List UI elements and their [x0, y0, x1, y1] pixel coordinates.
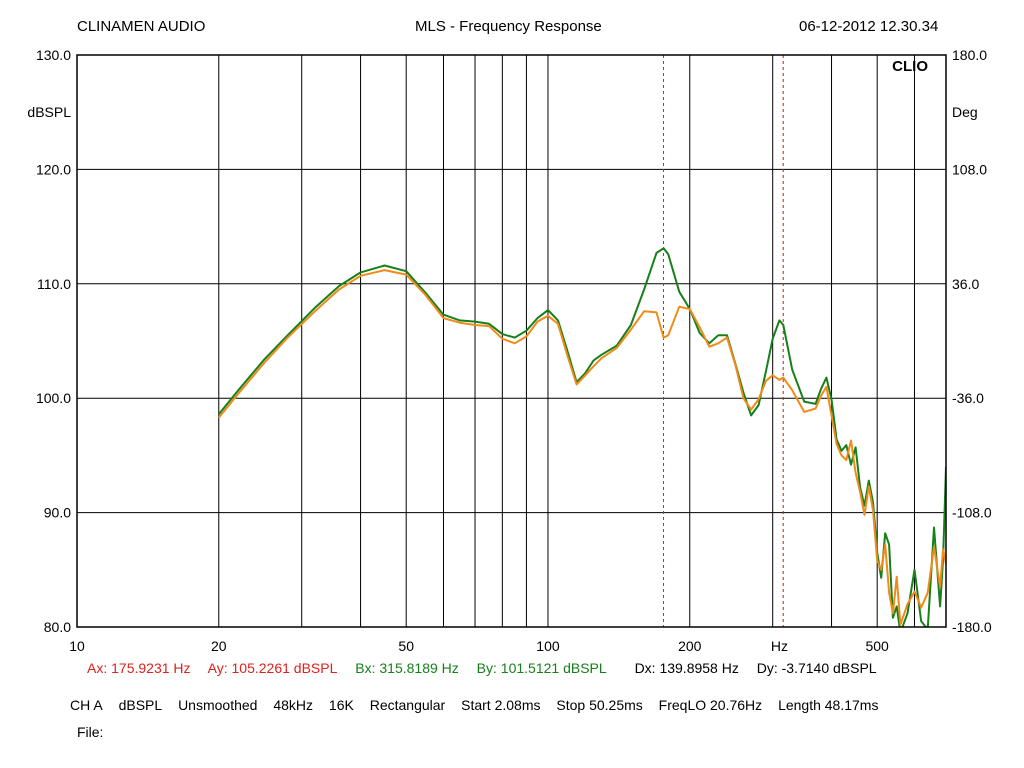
- y2-axis-label: Deg: [952, 104, 978, 120]
- cursor-b-x: Bx: 315.8189 Hz: [355, 660, 459, 676]
- channel-label: CH A: [70, 697, 103, 713]
- y-tick-label: 80.0: [44, 619, 71, 635]
- x-tick-label: 100: [536, 638, 560, 654]
- cursor-a-x: Ax: 175.9231 Hz: [87, 660, 191, 676]
- x-tick-label: 200: [678, 638, 702, 654]
- x-axis-label: Hz: [771, 638, 788, 654]
- cursor-a-y: Ay: 105.2261 dBSPL: [207, 660, 338, 676]
- delta-y: Dy: -3.7140 dBSPL: [756, 660, 877, 676]
- file-label: File:: [77, 724, 104, 740]
- brand-label: CLINAMEN AUDIO: [77, 18, 206, 35]
- length-label: Length 48.17ms: [778, 697, 879, 713]
- y-tick-label: 120.0: [36, 161, 71, 177]
- x-tick-label: 20: [211, 638, 227, 654]
- sample-rate-label: 48kHz: [273, 697, 314, 713]
- measurement-settings: CH A dBSPL Unsmoothed 48kHz 16K Rectangu…: [70, 697, 890, 713]
- y-tick-label: 130.0: [36, 47, 71, 63]
- y2-tick-label: -108.0: [952, 505, 992, 521]
- y2-tick-label: -36.0: [952, 390, 984, 406]
- chart-title: MLS - Frequency Response: [415, 18, 602, 35]
- trace-b-line: [218, 269, 946, 626]
- fft-size-label: 16K: [328, 697, 354, 713]
- smoothing-label: Unsmoothed: [178, 697, 258, 713]
- delta-x: Dx: 139.8958 Hz: [634, 660, 739, 676]
- y-axis-label: dBSPL: [27, 104, 71, 120]
- y-tick-label: 100.0: [36, 390, 71, 406]
- freqlo-label: FreqLO 20.76Hz: [658, 697, 763, 713]
- y2-tick-label: 36.0: [952, 276, 979, 292]
- unit-label: dBSPL: [118, 697, 163, 713]
- x-tick-label: 10: [69, 638, 85, 654]
- y-tick-label: 90.0: [44, 505, 71, 521]
- y2-tick-label: 180.0: [952, 47, 987, 63]
- frequency-response-chart: 10 20 50 100 200 500 Hz 80.0 -180.0 90.0 -108.0 100…: [27, 47, 992, 654]
- start-label: Start 2.08ms: [461, 697, 541, 713]
- x-tick-label: 500: [865, 638, 889, 654]
- cursor-b-y: By: 101.5121 dBSPL: [476, 660, 607, 676]
- y-tick-label: 110.0: [37, 276, 71, 292]
- cursor-readout: Ax: 175.9231 Hz Ay: 105.2261 dBSPL Bx: 3…: [87, 660, 891, 676]
- window-label: Rectangular: [369, 697, 446, 713]
- stop-label: Stop 50.25ms: [556, 697, 643, 713]
- y2-tick-label: 108.0: [952, 161, 987, 177]
- y2-tick-label: -180.0: [952, 619, 992, 635]
- grid-lines: [77, 55, 946, 627]
- datetime-label: 06-12-2012 12.30.34: [799, 18, 939, 35]
- clio-logo: CLIO: [892, 58, 928, 75]
- x-tick-label: 50: [398, 638, 414, 654]
- plot-frame: [76, 54, 947, 628]
